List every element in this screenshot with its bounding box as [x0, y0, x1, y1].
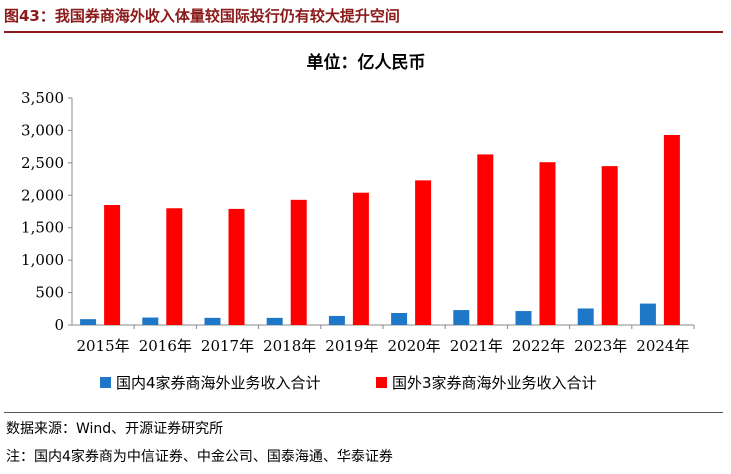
bar-domestic [142, 317, 159, 325]
title-rule [4, 31, 723, 33]
note-text: 注：国内4家券商为中信证券、中金公司、国泰海通、华泰证券 [6, 449, 393, 465]
y-tick-label: 1,000 [21, 251, 64, 269]
y-tick-label: 2,000 [21, 186, 64, 204]
bar-domestic [266, 317, 283, 325]
x-tick-label: 2021年 [450, 337, 503, 355]
footer-rule [4, 412, 723, 413]
legend-swatch [100, 377, 111, 388]
x-tick-label: 2023年 [574, 337, 627, 355]
y-tick-label: 3,500 [21, 89, 64, 107]
y-tick-label: 2,500 [21, 154, 64, 172]
x-tick-label: 2024年 [636, 337, 689, 355]
bar-foreign [415, 180, 432, 325]
source-text: 数据来源：Wind、开源证券研究所 [6, 421, 224, 437]
bar-foreign [477, 154, 494, 325]
bar-foreign [104, 205, 121, 325]
y-tick-label: 3,000 [21, 121, 64, 139]
bar-domestic [515, 311, 532, 325]
bar-domestic [204, 317, 221, 325]
bar-foreign [166, 208, 183, 325]
y-tick-label: 0 [54, 316, 64, 334]
bar-domestic [328, 315, 345, 325]
legend-swatch [376, 377, 387, 388]
bar-domestic [639, 303, 656, 325]
figure-title: 图43：我国券商海外收入体量较国际投行仍有较大提升空间 [4, 7, 400, 25]
x-tick-label: 2015年 [77, 337, 130, 355]
bar-foreign [352, 192, 369, 325]
chart-title: 单位：亿人民币 [307, 52, 426, 73]
x-tick-label: 2019年 [325, 337, 378, 355]
x-tick-label: 2022年 [512, 337, 565, 355]
bar-foreign [663, 134, 680, 325]
bar-foreign [228, 208, 245, 325]
y-tick-label: 1,500 [21, 219, 64, 237]
bar-domestic [577, 308, 594, 325]
y-tick-label: 500 [35, 284, 64, 302]
bar-foreign [290, 199, 307, 325]
legend-label: 国内4家券商海外业务收入合计 [116, 374, 321, 392]
bar-domestic [453, 310, 470, 325]
x-tick-label: 2018年 [263, 337, 316, 355]
axes: 0 500 1,000 1,500 2,000 2,500 3,000 3,500 2015年 2… [21, 89, 695, 355]
bar-domestic [391, 313, 408, 325]
legend: 国内4家券商海外业务收入合计 国外3家券商海外业务收入合计 [100, 374, 597, 392]
x-tick-label: 2016年 [139, 337, 192, 355]
x-tick-label: 2017年 [201, 337, 254, 355]
bar-foreign [539, 162, 556, 325]
bar-domestic [80, 319, 97, 325]
bars [80, 134, 680, 325]
bar-foreign [601, 166, 618, 325]
x-tick-label: 2020年 [388, 337, 441, 355]
legend-label: 国外3家券商海外业务收入合计 [392, 374, 597, 392]
